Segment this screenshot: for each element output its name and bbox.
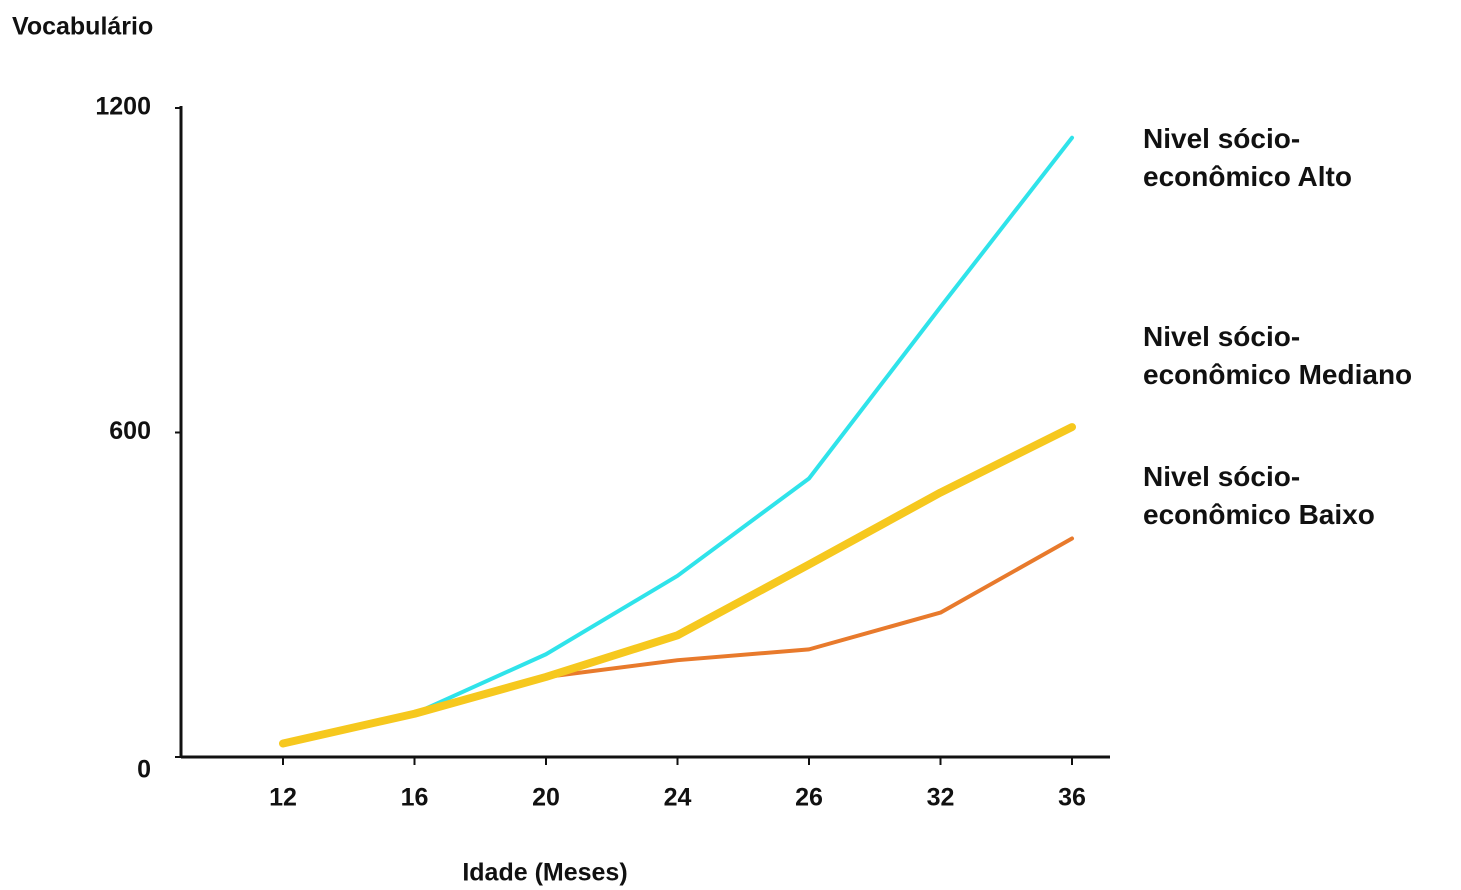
x-tick-label: 16 bbox=[401, 784, 429, 812]
y-tick-label: 0 bbox=[137, 756, 151, 784]
legend-label: Nivel sócio- econômico Alto bbox=[1143, 123, 1352, 192]
x-tick-label: 20 bbox=[532, 784, 560, 812]
x-tick-label: 24 bbox=[664, 784, 692, 812]
y-tick-label: 600 bbox=[109, 417, 151, 445]
x-tick-label: 26 bbox=[795, 784, 823, 812]
legend-label: Nivel sócio- econômico Mediano bbox=[1143, 321, 1413, 390]
x-tick-label: 12 bbox=[269, 784, 297, 812]
x-axis-label: Idade (Meses) bbox=[462, 859, 627, 887]
series-line bbox=[279, 423, 1076, 748]
x-tick-label: 36 bbox=[1058, 784, 1086, 812]
x-tick-label: 32 bbox=[927, 784, 955, 812]
chart-title: Vocabulário bbox=[12, 13, 153, 41]
legend-label: Nivel sócio- econômico Baixo bbox=[1143, 461, 1375, 530]
series-line bbox=[281, 135, 1074, 746]
y-tick-label: 1200 bbox=[95, 93, 151, 121]
